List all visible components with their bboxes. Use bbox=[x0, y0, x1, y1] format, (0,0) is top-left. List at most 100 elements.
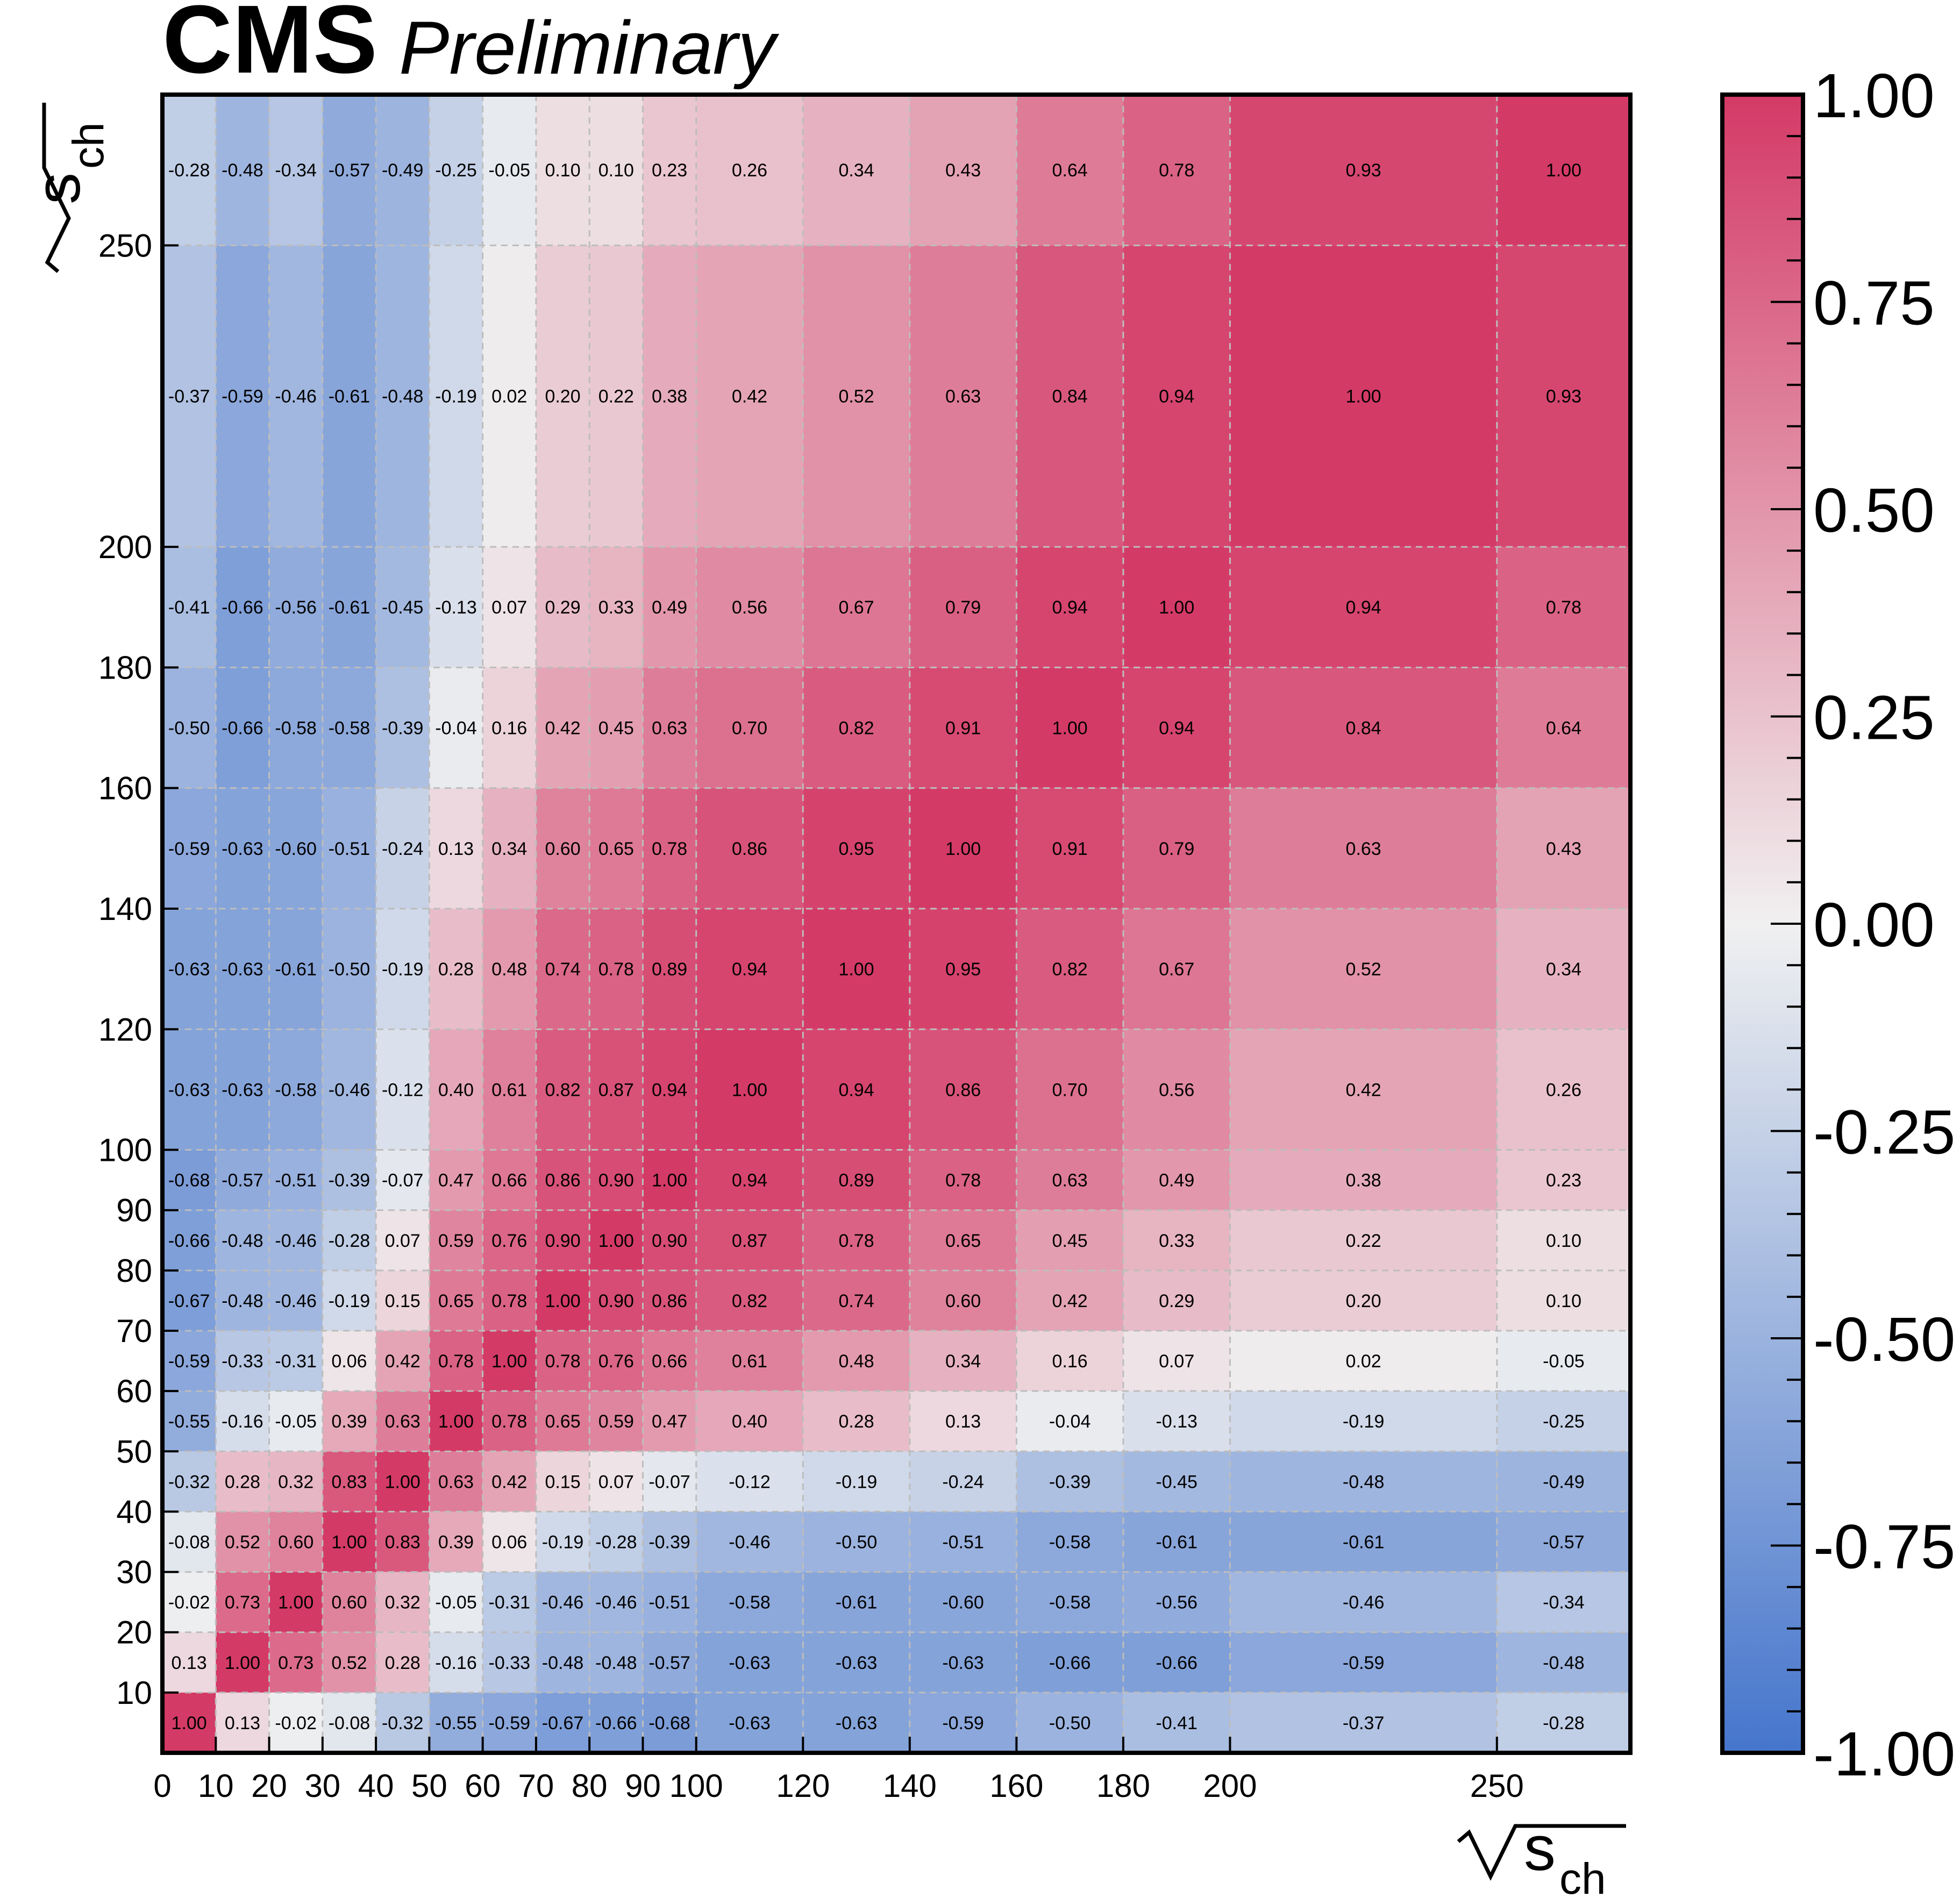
heatmap-cell bbox=[1496, 1572, 1630, 1632]
cell-value-label: 0.78 bbox=[652, 839, 687, 859]
heatmap-cell bbox=[696, 1330, 803, 1392]
heatmap-cell bbox=[322, 95, 376, 246]
cell-value-label: -0.32 bbox=[382, 1713, 424, 1733]
colorbar-ticks: 1.00 0.75 0.50 0.25 0.00 -0.25 -0.50 -0.75 -1.00 bbox=[1771, 61, 1955, 1789]
cell-value-label: 0.02 bbox=[1346, 1351, 1381, 1372]
cell-value-label: 0.60 bbox=[278, 1532, 313, 1552]
cell-value-label: 0.90 bbox=[598, 1291, 634, 1311]
cell-value-label: 0.16 bbox=[1052, 1351, 1088, 1372]
heatmap-cell-labels: 1.00 0.13 -0.02 -0.08 -0.32 -0.55 -0.59 -0.67 -0… bbox=[168, 160, 1585, 1733]
x-tick-label: 20 bbox=[251, 1768, 287, 1804]
cell-value-label: 1.00 bbox=[1052, 718, 1088, 739]
heatmap-cell bbox=[1496, 1330, 1630, 1392]
cell-value-label: 0.39 bbox=[438, 1532, 474, 1552]
cell-value-label: 1.00 bbox=[438, 1411, 474, 1432]
cell-value-label: -0.61 bbox=[1156, 1532, 1198, 1552]
cell-value-label: -0.48 bbox=[1343, 1472, 1385, 1492]
cell-value-label: 0.15 bbox=[545, 1472, 580, 1492]
heatmap-cell bbox=[269, 1572, 323, 1632]
cell-value-label: 0.82 bbox=[838, 718, 874, 739]
cell-value-label: 0.78 bbox=[491, 1411, 527, 1432]
colorbar-tick-label: -1.00 bbox=[1813, 1719, 1955, 1789]
cell-value-label: 0.91 bbox=[1052, 839, 1088, 859]
cell-value-label: 0.78 bbox=[1546, 597, 1581, 618]
cell-value-label: 0.78 bbox=[438, 1351, 474, 1372]
heatmap-cell bbox=[589, 547, 643, 668]
cell-value-label: 0.42 bbox=[1052, 1291, 1088, 1311]
heatmap-cell bbox=[376, 1511, 430, 1572]
cell-value-label: -0.49 bbox=[382, 160, 424, 181]
heatmap-cell bbox=[1016, 547, 1123, 668]
heatmap-cell bbox=[216, 1391, 269, 1452]
cell-value-label: -0.25 bbox=[435, 160, 477, 181]
heatmap-cell bbox=[536, 1330, 590, 1392]
cell-value-label: 0.06 bbox=[331, 1351, 367, 1372]
cell-value-label: 0.28 bbox=[838, 1411, 874, 1432]
y-tick-label: 250 bbox=[98, 227, 152, 263]
cell-value-label: 0.83 bbox=[331, 1472, 367, 1492]
cell-value-label: -0.19 bbox=[1343, 1411, 1385, 1432]
cell-value-label: 0.07 bbox=[385, 1231, 420, 1251]
heatmap-cell bbox=[1123, 95, 1230, 246]
x-tick-label: 90 bbox=[625, 1768, 661, 1804]
heatmap-cell bbox=[322, 788, 376, 909]
cell-value-label: 0.86 bbox=[652, 1291, 687, 1311]
cell-value-label: 0.61 bbox=[732, 1351, 767, 1372]
y-tick-label: 70 bbox=[116, 1313, 152, 1349]
heatmap-cell bbox=[482, 95, 536, 246]
cell-value-label: 0.33 bbox=[598, 597, 634, 618]
cell-value-label: 1.00 bbox=[1346, 387, 1381, 407]
cell-value-label: 1.00 bbox=[331, 1532, 367, 1552]
heatmap-cell bbox=[429, 245, 483, 547]
cell-value-label: -0.28 bbox=[168, 160, 210, 181]
heatmap-cell bbox=[1496, 908, 1630, 1030]
heatmap-cell bbox=[269, 1210, 323, 1271]
cell-value-label: 0.26 bbox=[732, 160, 767, 181]
cell-value-label: -0.46 bbox=[1343, 1593, 1385, 1613]
heatmap-cell bbox=[429, 1692, 483, 1753]
cell-value-label: 0.47 bbox=[652, 1411, 687, 1432]
y-tick-label: 100 bbox=[98, 1132, 152, 1168]
cell-value-label: 0.86 bbox=[545, 1171, 580, 1191]
heatmap-cell bbox=[322, 1511, 376, 1572]
heatmap-cell bbox=[216, 245, 269, 547]
cell-value-label: 0.66 bbox=[491, 1171, 527, 1191]
heatmap-cell bbox=[429, 95, 483, 246]
cell-value-label: -0.16 bbox=[435, 1653, 477, 1673]
cell-value-label: 0.45 bbox=[1052, 1231, 1088, 1251]
y-tick-label: 120 bbox=[98, 1011, 152, 1047]
cell-value-label: -0.59 bbox=[489, 1713, 531, 1733]
cell-value-label: -0.07 bbox=[382, 1171, 424, 1191]
cell-value-label: 0.22 bbox=[598, 387, 634, 407]
cell-value-label: 0.78 bbox=[598, 959, 634, 980]
heatmap-cell bbox=[803, 1150, 910, 1210]
x-axis-title: s ch bbox=[1457, 1813, 1626, 1898]
heatmap-cell bbox=[1123, 1150, 1230, 1210]
cell-value-label: 0.63 bbox=[438, 1472, 474, 1492]
heatmap-cell bbox=[269, 788, 323, 909]
heatmap-cell bbox=[482, 1632, 536, 1693]
cell-value-label: -0.48 bbox=[595, 1653, 637, 1673]
heatmap-cell bbox=[376, 95, 430, 246]
heatmap-cell bbox=[696, 1210, 803, 1271]
heatmap-cell bbox=[803, 245, 910, 547]
heatmap-cell bbox=[322, 245, 376, 547]
heatmap-cell bbox=[429, 1632, 483, 1693]
cell-value-label: -0.02 bbox=[275, 1713, 317, 1733]
heatmap-cell bbox=[216, 1511, 269, 1572]
heatmap-cell bbox=[803, 95, 910, 246]
colorbar-tick-label: 0.25 bbox=[1813, 683, 1935, 753]
colorbar-tick-label: 0.00 bbox=[1813, 890, 1935, 960]
cell-value-label: 0.95 bbox=[945, 959, 981, 980]
cell-value-label: -0.66 bbox=[595, 1713, 637, 1733]
cell-value-label: -0.67 bbox=[168, 1291, 210, 1311]
heatmap-cell bbox=[1016, 908, 1123, 1030]
heatmap-cell bbox=[1123, 788, 1230, 909]
heatmap-cell bbox=[909, 1150, 1017, 1210]
cell-value-label: -0.13 bbox=[435, 597, 477, 618]
cell-value-label: -0.45 bbox=[1156, 1472, 1198, 1492]
cell-value-label: 1.00 bbox=[225, 1653, 260, 1673]
cell-value-label: -0.63 bbox=[222, 1080, 263, 1100]
heatmap-cell bbox=[322, 1451, 376, 1512]
heatmap-cell bbox=[216, 1029, 269, 1150]
